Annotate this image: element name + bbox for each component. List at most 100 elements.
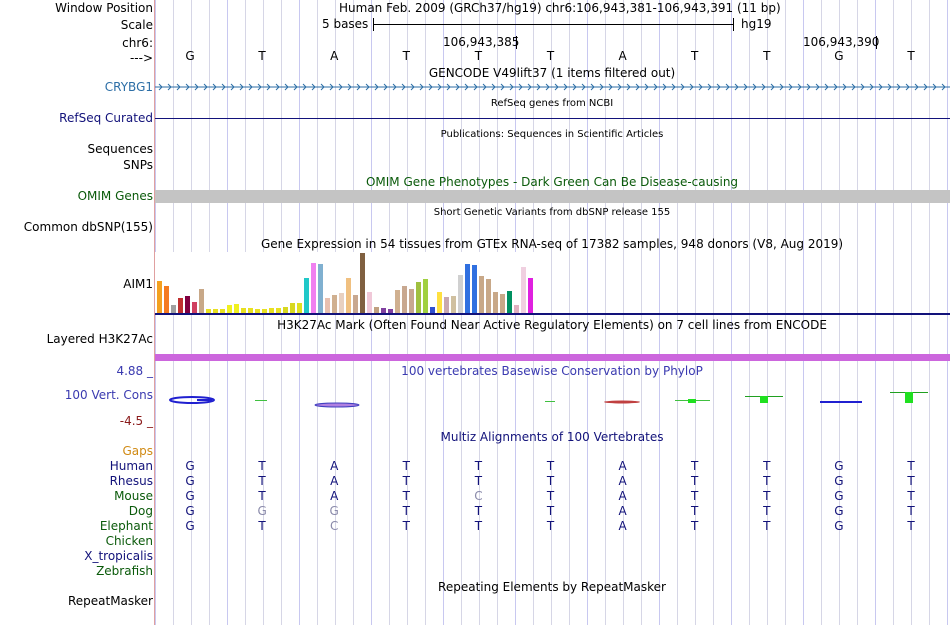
alignment-base: T [474, 504, 483, 518]
phylop-logo[interactable] [155, 385, 950, 415]
species-label[interactable]: Mouse [114, 489, 153, 503]
phylop-logo-t11 [905, 392, 913, 403]
gtex-tissue-bar[interactable] [311, 263, 316, 313]
gtex-tissue-bar[interactable] [339, 293, 344, 313]
omim-label[interactable]: OMIM Genes [77, 189, 153, 203]
gtex-tissue-bar[interactable] [409, 289, 414, 313]
gtex-tissue-bar[interactable] [192, 302, 197, 313]
gtex-tissue-bar[interactable] [444, 297, 449, 313]
h3k27ac-label[interactable]: Layered H3K27Ac [46, 332, 153, 346]
gtex-tissue-bar[interactable] [507, 291, 512, 313]
gtex-tissue-bar[interactable] [171, 305, 176, 313]
gtex-tissue-bar[interactable] [304, 278, 309, 313]
gtex-tissue-bar[interactable] [318, 264, 323, 313]
sequences-label[interactable]: Sequences [87, 142, 153, 156]
gtex-tissue-bar[interactable] [493, 292, 498, 313]
gtex-tissue-bar[interactable] [297, 303, 302, 313]
strand-chevron [320, 83, 325, 91]
scale-bar-right-tick [733, 18, 734, 31]
species-label[interactable]: Human [109, 459, 153, 473]
gtex-tissue-bar[interactable] [514, 305, 519, 313]
omim-phenotype-bar[interactable] [155, 190, 950, 203]
h3k27ac-signal[interactable] [155, 354, 950, 361]
gtex-gene-label[interactable]: AIM1 [123, 277, 153, 291]
gtex-tissue-bar[interactable] [157, 281, 162, 313]
gtex-tissue-bar[interactable] [458, 275, 463, 313]
gtex-tissue-bar[interactable] [346, 278, 351, 313]
refseq-gene-line[interactable] [155, 118, 950, 119]
gtex-tissue-bar[interactable] [451, 296, 456, 313]
gtex-tissue-bar[interactable] [374, 307, 379, 313]
species-label[interactable]: Zebrafish [96, 564, 153, 578]
dbsnp-label[interactable]: Common dbSNP(155) [23, 220, 153, 234]
gtex-tissue-bar[interactable] [472, 265, 477, 313]
gtex-tissue-bar[interactable] [360, 253, 365, 313]
gtex-tissue-bar[interactable] [255, 309, 260, 313]
scale-text: 5 bases [322, 17, 369, 31]
repeatmasker-label[interactable]: RepeatMasker [67, 594, 153, 608]
gtex-tissue-bar[interactable] [290, 303, 295, 313]
reference-base: T [402, 49, 410, 63]
alignment-base: T [402, 504, 410, 518]
refseq-label[interactable]: RefSeq Curated [59, 111, 153, 125]
chr-label: chr6: [122, 36, 153, 50]
strand-chevron [896, 83, 901, 91]
gtex-tissue-bar[interactable] [185, 296, 190, 313]
gtex-tissue-bar[interactable] [500, 294, 505, 313]
gencode-gene-model[interactable] [155, 82, 950, 92]
grid-line [929, 0, 930, 625]
gtex-tissue-bar[interactable] [416, 282, 421, 313]
gtex-tissue-bar[interactable] [213, 309, 218, 313]
species-label[interactable]: Elephant [99, 519, 153, 533]
gtex-tissue-bar[interactable] [178, 298, 183, 313]
gaps-label[interactable]: Gaps [122, 444, 153, 458]
gtex-tissue-bar[interactable] [402, 286, 407, 313]
gtex-tissue-bar[interactable] [220, 309, 225, 313]
gtex-expression-chart[interactable] [155, 252, 535, 313]
alignment-base: G [834, 459, 844, 473]
window-position-label: Window Position [55, 1, 153, 15]
strand-chevron [302, 83, 307, 91]
phylop-label[interactable]: 100 Vert. Cons [64, 388, 153, 402]
species-label[interactable]: X_tropicalis [84, 549, 153, 563]
strand-chevron [347, 83, 352, 91]
gtex-tissue-bar[interactable] [521, 267, 526, 313]
gtex-tissue-bar[interactable] [479, 276, 484, 313]
grid-line [911, 0, 912, 625]
gtex-tissue-bar[interactable] [388, 309, 393, 313]
gtex-tissue-bar[interactable] [283, 307, 288, 313]
gtex-tissue-bar[interactable] [332, 295, 337, 313]
gtex-tissue-bar[interactable] [437, 292, 442, 313]
gtex-tissue-bar[interactable] [430, 307, 435, 313]
gtex-tissue-bar[interactable] [423, 279, 428, 313]
gtex-tissue-bar[interactable] [269, 308, 274, 313]
gtex-tissue-bar[interactable] [367, 292, 372, 313]
strand-chevron [581, 83, 586, 91]
species-label[interactable]: Rhesus [109, 474, 153, 488]
snps-label[interactable]: SNPs [123, 158, 153, 172]
gtex-tissue-bar[interactable] [353, 295, 358, 313]
alignment-base: A [330, 474, 339, 488]
reference-base: T [474, 49, 483, 63]
gtex-tissue-bar[interactable] [262, 309, 267, 313]
species-label[interactable]: Dog [128, 504, 153, 518]
gtex-tissue-bar[interactable] [227, 305, 232, 313]
gtex-tissue-bar[interactable] [276, 308, 281, 313]
gtex-tissue-bar[interactable] [164, 286, 169, 313]
gtex-tissue-bar[interactable] [234, 304, 239, 313]
gtex-tissue-bar[interactable] [486, 279, 491, 313]
species-label[interactable]: Chicken [105, 534, 153, 548]
gtex-title: Gene Expression in 54 tissues from GTEx … [260, 237, 844, 251]
gtex-tissue-bar[interactable] [528, 278, 533, 313]
gtex-tissue-bar[interactable] [206, 309, 211, 313]
gtex-tissue-bar[interactable] [325, 298, 330, 313]
gtex-tissue-bar[interactable] [465, 264, 470, 313]
gtex-tissue-bar[interactable] [241, 308, 246, 313]
position-title: Human Feb. 2009 (GRCh37/hg19) chr6:106,9… [339, 1, 781, 15]
strand-chevron [644, 83, 649, 91]
gtex-tissue-bar[interactable] [248, 308, 253, 313]
gtex-tissue-bar[interactable] [395, 290, 400, 313]
gtex-tissue-bar[interactable] [381, 308, 386, 313]
gene-label-crybg1[interactable]: CRYBG1 [104, 80, 153, 94]
gtex-tissue-bar[interactable] [199, 289, 204, 313]
